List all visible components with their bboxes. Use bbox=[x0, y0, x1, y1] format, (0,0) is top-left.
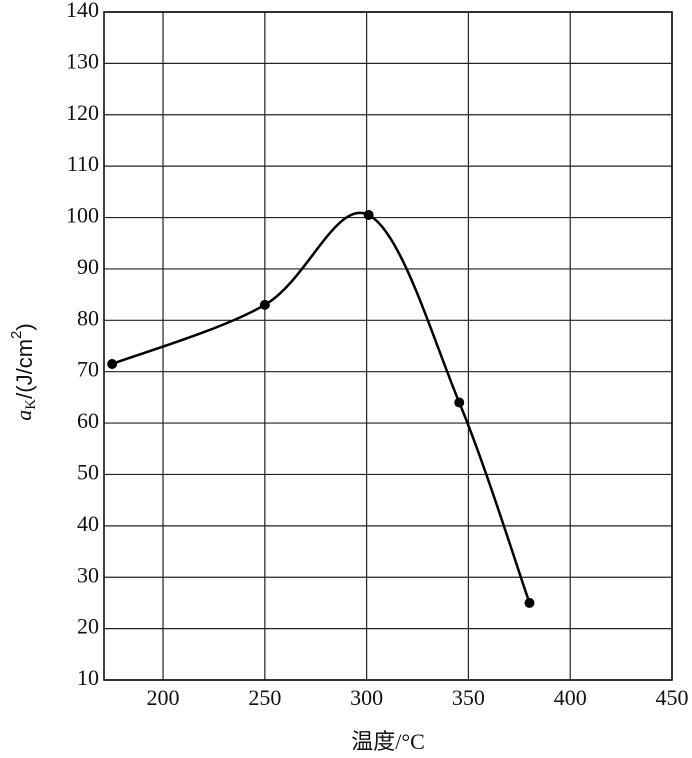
y-tick-label: 90 bbox=[77, 254, 99, 279]
y-tick-label: 60 bbox=[77, 408, 99, 433]
plot-frame bbox=[103, 11, 673, 681]
x-tick-label: 450 bbox=[656, 685, 689, 710]
y-tick-label: 10 bbox=[77, 665, 99, 690]
data-point bbox=[363, 209, 374, 220]
y-tick-label: 30 bbox=[77, 562, 99, 587]
y-label-part: K bbox=[23, 399, 39, 410]
x-tick-label: 300 bbox=[350, 685, 383, 710]
x-tick-label: 350 bbox=[452, 685, 485, 710]
x-tick-label: 250 bbox=[248, 685, 281, 710]
y-label-part: a bbox=[11, 410, 36, 421]
y-tick-label: 80 bbox=[77, 305, 99, 330]
y-tick-label: 100 bbox=[66, 203, 99, 228]
data-point bbox=[454, 397, 465, 408]
y-tick-label: 120 bbox=[66, 100, 99, 125]
y-tick-label: 50 bbox=[77, 460, 99, 485]
x-axis-label: 温度/°C bbox=[351, 729, 425, 754]
y-label-part: ) bbox=[12, 323, 37, 330]
y-tick-label: 130 bbox=[66, 48, 99, 73]
y-tick-label: 40 bbox=[77, 511, 99, 536]
y-axis-label: aK/(J/cm2) bbox=[8, 323, 39, 420]
data-line bbox=[111, 211, 531, 604]
y-label-part: /(J/cm bbox=[12, 339, 37, 399]
data-point bbox=[107, 358, 118, 369]
data-point bbox=[524, 597, 535, 608]
y-tick-label: 70 bbox=[77, 357, 99, 382]
y-label-part: 2 bbox=[8, 331, 25, 339]
data-point bbox=[259, 299, 270, 310]
y-tick-label: 140 bbox=[66, 0, 99, 22]
x-tick-label: 200 bbox=[147, 685, 180, 710]
y-tick-label: 110 bbox=[67, 151, 99, 176]
x-tick-label: 400 bbox=[554, 685, 587, 710]
y-tick-label: 20 bbox=[77, 614, 99, 639]
